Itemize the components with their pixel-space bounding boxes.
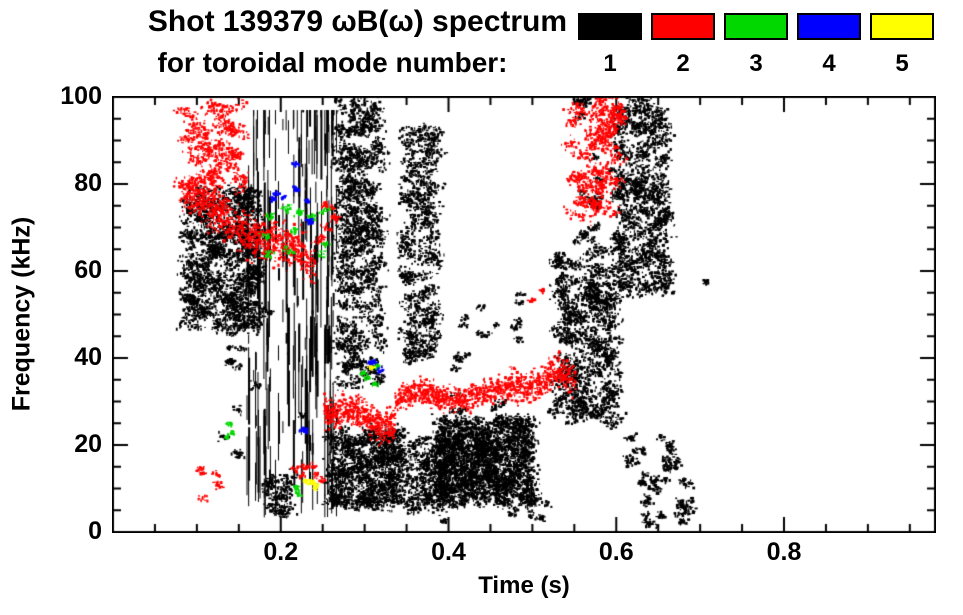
legend-label-n3: 3 [749,50,763,77]
legend-swatch-n3 [724,13,788,40]
legend-swatch-n5 [870,13,934,40]
y-tick-label: 0 [88,517,102,545]
y-axis-label: Frequency (kHz) [7,216,36,412]
legend-swatch-n2 [651,13,715,40]
legend-swatch-n1 [578,13,642,40]
y-tick-label: 40 [74,343,102,371]
x-tick-label: 0.4 [431,538,466,566]
y-tick-label: 80 [74,169,102,197]
legend-label-n5: 5 [895,50,909,77]
legend-label-n4: 4 [822,50,836,77]
y-tick-label: 20 [74,430,102,458]
chart-title: Shot 139379 ωB(ω) spectrum [147,5,568,38]
x-tick-label: 0.6 [598,538,634,566]
x-axis-label: Time (s) [478,572,570,599]
legend-swatch-n4 [797,13,861,40]
legend-label-n2: 2 [676,50,690,77]
chart-subtitle: for toroidal mode number: [157,47,508,78]
y-tick-label: 100 [60,82,102,110]
x-tick-label: 0.2 [263,538,299,566]
y-tick-label: 60 [74,256,102,284]
legend-label-n1: 1 [603,50,617,77]
spectrogram-plot [112,96,936,533]
x-tick-label: 0.8 [766,538,802,566]
